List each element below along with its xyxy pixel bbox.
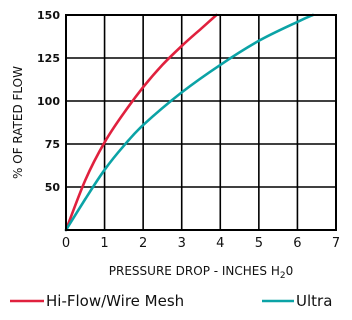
y-tick-label: 100 — [37, 95, 60, 108]
x-axis-title-sub: 2 — [280, 271, 286, 281]
x-tick-labels: 0 1 2 3 4 5 6 7 — [62, 236, 340, 251]
grid — [65, 14, 337, 231]
x-axis-title: PRESSURE DROP - INCHES H20 — [109, 264, 293, 281]
x-tick-label: 6 — [293, 236, 301, 251]
legend-label-hi-flow: Hi-Flow/Wire Mesh — [46, 292, 184, 310]
y-tick-label: 150 — [37, 9, 60, 22]
x-tick-label: 2 — [139, 236, 147, 251]
legend: Hi-Flow/Wire Mesh Ultra — [10, 292, 332, 310]
y-tick-label: 50 — [45, 181, 61, 194]
series-line-ultra — [64, 13, 315, 232]
y-tick-label: 125 — [37, 52, 60, 65]
x-tick-label: 5 — [255, 236, 263, 251]
x-axis-title-main: PRESSURE DROP - INCHES H — [109, 264, 280, 278]
x-tick-label: 3 — [178, 236, 186, 251]
x-axis-title-suffix: 0 — [286, 264, 294, 278]
plot-frame — [65, 14, 337, 231]
y-tick-label: 75 — [45, 138, 60, 151]
x-tick-label: 1 — [100, 236, 108, 251]
x-tick-label: 0 — [62, 236, 70, 251]
x-tick-label: 4 — [216, 236, 224, 251]
legend-label-ultra: Ultra — [296, 292, 332, 310]
y-axis-title: % OF RATED FLOW — [11, 66, 25, 179]
y-tick-labels: 50 75 100 125 150 — [37, 9, 60, 194]
series-layer — [64, 13, 315, 232]
x-tick-label: 7 — [332, 236, 340, 251]
series-line-hi-flow — [64, 13, 218, 232]
